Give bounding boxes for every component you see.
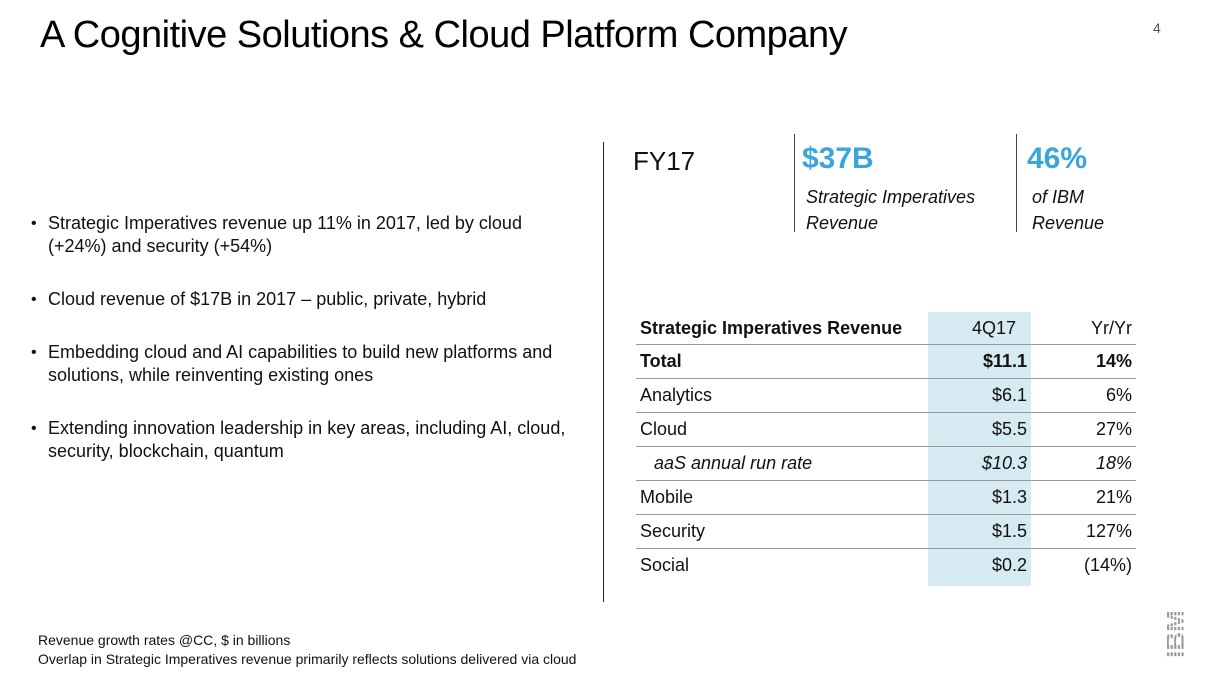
metric-label-line: of IBM: [1032, 187, 1085, 207]
revenue-table: Strategic Imperatives Revenue 4Q17 Yr/Yr…: [636, 312, 1136, 582]
metric-divider: [1016, 134, 1017, 232]
row-label: Total: [636, 344, 928, 379]
table-header: Yr/Yr: [1031, 312, 1136, 345]
row-label: Cloud: [636, 412, 928, 447]
slide-title: A Cognitive Solutions & Cloud Platform C…: [40, 14, 848, 56]
table-row: Total $11.1 14%: [636, 344, 1136, 379]
metric-divider: [794, 134, 795, 232]
metric-value-share: 46%: [1027, 142, 1088, 175]
footnote: Revenue growth rates @CC, $ in billions: [38, 632, 291, 648]
table-header: Strategic Imperatives Revenue: [636, 312, 928, 345]
table-header-row: Strategic Imperatives Revenue 4Q17 Yr/Yr: [636, 312, 1136, 345]
footnotes: Revenue growth rates @CC, $ in billions …: [38, 631, 576, 669]
row-value: $0.2: [991, 555, 1027, 575]
table-row: aaS annual run rate $10.3 18%: [636, 446, 1136, 481]
table-row: Social $0.2 (14%): [636, 549, 1136, 583]
revenue-table-container: Strategic Imperatives Revenue 4Q17 Yr/Yr…: [636, 312, 1136, 586]
bullet-list: Strategic Imperatives revenue up 11% in …: [30, 212, 570, 493]
row-growth: 18%: [1031, 446, 1136, 481]
row-growth: 21%: [1031, 480, 1136, 515]
row-growth: 14%: [1031, 344, 1136, 379]
bullet-item: Extending innovation leadership in key a…: [30, 417, 570, 463]
ibm-logo-icon: IBM: [1162, 610, 1190, 658]
row-label: Mobile: [636, 480, 928, 515]
metric-value-strategic: $37B: [802, 142, 874, 175]
row-label: aaS annual run rate: [636, 446, 928, 481]
row-value: $1.5: [928, 514, 1031, 549]
metric-label-strategic: Strategic Imperatives Revenue: [806, 184, 975, 236]
row-growth: 6%: [1031, 378, 1136, 413]
metric-label-share: of IBM Revenue: [1032, 184, 1104, 236]
row-value: $1.3: [928, 480, 1031, 515]
logo-text: IBM: [1162, 610, 1190, 658]
bullet-item: Strategic Imperatives revenue up 11% in …: [30, 212, 570, 258]
metric-label-line: Revenue: [806, 213, 879, 233]
bullet-item: Embedding cloud and AI capabilities to b…: [30, 341, 570, 387]
row-label: Social: [640, 555, 690, 575]
row-growth: (14%): [1083, 555, 1132, 575]
footnote: Overlap in Strategic Imperatives revenue…: [38, 651, 577, 667]
row-label: Analytics: [636, 378, 928, 413]
period-label: FY17: [633, 146, 696, 176]
metric-label-line: Revenue: [1032, 213, 1105, 233]
metric-label-line: Strategic Imperatives: [806, 187, 976, 207]
row-growth: 27%: [1031, 412, 1136, 447]
table-row: Security $1.5 127%: [636, 514, 1136, 549]
table-row: Analytics $6.1 6%: [636, 378, 1136, 413]
bullet-item: Cloud revenue of $17B in 2017 – public, …: [30, 288, 570, 311]
table-header: 4Q17: [928, 312, 1031, 345]
row-value: $10.3: [928, 446, 1031, 481]
page-number: 4: [1153, 20, 1161, 36]
row-value: $5.5: [928, 412, 1031, 447]
row-label: Security: [636, 514, 928, 549]
row-value: $6.1: [928, 378, 1031, 413]
row-growth: 127%: [1031, 514, 1136, 549]
divider-line: [603, 142, 604, 602]
table-row: Mobile $1.3 21%: [636, 480, 1136, 515]
row-value: $11.1: [928, 344, 1031, 379]
table-row: Cloud $5.5 27%: [636, 412, 1136, 447]
